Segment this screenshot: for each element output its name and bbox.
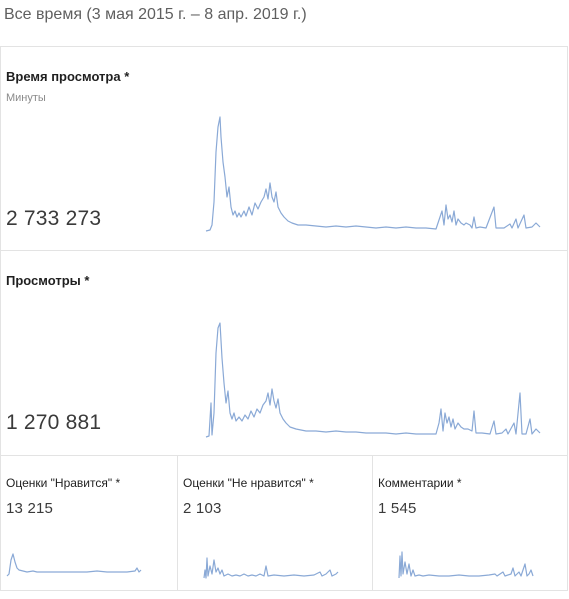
watch-time-sparkline <box>205 116 541 232</box>
comments-title: Комментарии * <box>378 476 462 490</box>
likes-title: Оценки "Нравится" * <box>6 476 121 490</box>
watch-time-sparkline-path <box>205 116 541 232</box>
dislikes-title: Оценки "Не нравится" * <box>183 476 314 490</box>
views-title: Просмотры * <box>6 273 90 288</box>
views-sparkline <box>205 322 541 438</box>
dislikes-sparkline-path <box>203 557 339 579</box>
watch-time-title: Время просмотра * <box>6 69 130 84</box>
views-sparkline-path <box>205 322 541 438</box>
comments-sparkline <box>398 551 534 579</box>
views-value: 1 270 881 <box>6 411 102 434</box>
comments-value: 1 545 <box>378 500 417 517</box>
watch-time-card[interactable]: Время просмотра * Минуты 2 733 273 <box>0 46 568 251</box>
watch-time-unit: Минуты <box>6 92 46 104</box>
dislikes-sparkline <box>203 557 339 579</box>
comments-sparkline-path <box>398 551 534 579</box>
likes-sparkline <box>6 553 142 577</box>
dislikes-value: 2 103 <box>183 500 222 517</box>
dislikes-card[interactable]: Оценки "Не нравится" * 2 103 <box>177 455 373 591</box>
views-card[interactable]: Просмотры * 1 270 881 <box>0 250 568 456</box>
likes-value: 13 215 <box>6 500 54 517</box>
comments-card[interactable]: Комментарии * 1 545 <box>372 455 568 591</box>
likes-card[interactable]: Оценки "Нравится" * 13 215 <box>0 455 178 591</box>
engagement-row: Оценки "Нравится" * 13 215 Оценки "Не нр… <box>0 455 568 591</box>
likes-sparkline-path <box>6 553 142 577</box>
watch-time-value: 2 733 273 <box>6 207 102 230</box>
date-range-label: Все время (3 мая 2015 г. – 8 апр. 2019 г… <box>4 6 307 23</box>
